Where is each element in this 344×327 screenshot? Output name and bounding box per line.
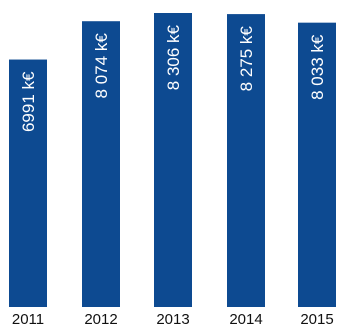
x-tick-label-2014: 2014 xyxy=(229,311,262,327)
bars-group xyxy=(9,13,336,308)
data-label-2012: 8 074 k€ xyxy=(92,33,111,99)
bar-2012 xyxy=(82,21,120,308)
x-axis-ticks: 2011 2012 2013 2014 2015 xyxy=(12,311,334,327)
x-tick-label-2011: 2011 xyxy=(12,311,44,327)
data-labels-group: 6991 k€ 8 074 k€ 8 306 k€ 8 275 k€ 8 033 k€ xyxy=(19,24,327,132)
data-label-2015: 8 033 k€ xyxy=(308,34,327,100)
bar-2015 xyxy=(298,22,336,307)
bar-2013 xyxy=(154,13,192,307)
bar-2014 xyxy=(227,14,265,307)
bar-2011 xyxy=(9,59,47,308)
data-label-2014: 8 275 k€ xyxy=(237,26,256,92)
data-label-2013: 8 306 k€ xyxy=(164,24,183,90)
x-tick-label-2015: 2015 xyxy=(300,311,333,327)
x-tick-label-2012: 2012 xyxy=(84,311,117,327)
data-label-2011: 6991 k€ xyxy=(19,71,38,132)
x-tick-label-2013: 2013 xyxy=(156,311,189,327)
